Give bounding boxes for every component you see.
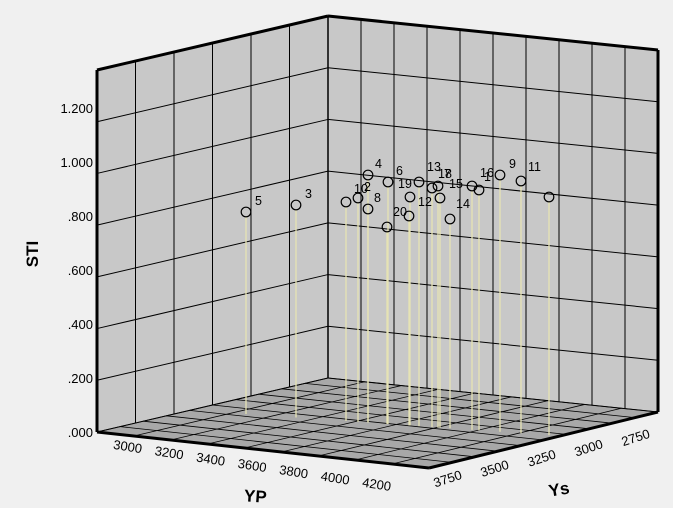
z-axis-title: STI [23,241,42,267]
x-tick-label: 3800 [278,462,309,481]
data-point-marker [473,184,485,196]
data-point-marker [432,180,444,192]
data-point-marker [444,213,456,225]
frame-edge [428,410,659,470]
data-point-label: 1 [484,170,491,184]
floor-gridline [327,377,659,413]
z-tick-label: .800 [68,209,93,224]
floor-gridline [304,383,636,418]
y-tick-label: 2750 [620,426,652,449]
data-point-label: 8 [374,191,381,205]
data-point-label: 4 [375,157,382,171]
z-tick-label: .600 [68,263,93,278]
drop-lines [245,180,550,436]
floor-gridline [258,393,590,430]
data-point-marker [381,221,393,233]
y-tick-label: 3000 [573,436,605,459]
data-point-marker [362,203,374,215]
frame-edge [96,430,430,470]
data-point-label: 9 [509,157,516,171]
data-point-label: 3 [305,187,312,201]
x-tick-label: 3600 [237,456,268,475]
data-point-marker [543,191,555,203]
y-axis-title: Ys [547,478,571,500]
data-point-label: 20 [393,205,407,219]
data-point-label: 19 [398,177,412,191]
z-tick-label: .400 [68,317,93,332]
y-tick-label: 3250 [526,447,558,470]
data-point-marker [352,192,364,204]
data-point-label: 10 [354,182,368,196]
data-point-marker [515,175,527,187]
data-point-label: 5 [255,194,262,208]
chart-grid [95,14,660,470]
y-tick-label: 3750 [432,467,464,490]
floor-gridline [212,404,544,441]
x-tick-label: 3000 [112,437,143,456]
data-point-marker [403,210,415,222]
data-point-label: 13 [427,160,441,174]
chart-walls [97,16,658,468]
z-tick-label: 1.000 [60,155,93,170]
data-point-label: 7 [444,167,451,181]
floor-gridline [166,415,498,452]
x-axis-title: YP [243,486,267,507]
floor-gridline [143,420,475,458]
floor-gridline [189,410,521,446]
x-tick-label: 4000 [320,468,351,487]
floor-gridline [281,388,613,424]
data-point-label: 12 [418,195,432,209]
floor-gridline [120,426,452,463]
data-point-label: 11 [528,160,541,174]
frame-edge [327,14,659,52]
data-point-marker [290,199,302,211]
data-point-marker [434,192,446,204]
data-point-marker [426,182,438,194]
z-tick-label: 1.200 [60,101,93,116]
data-point-marker [362,169,374,181]
y-tick-label: 3500 [479,457,511,480]
floor-gridline [235,399,567,435]
data-point-marker [494,169,506,181]
data-point-marker [340,196,352,208]
data-point-label: 18 [438,167,452,181]
x-tick-label: 3200 [154,443,185,462]
data-point-label: 6 [396,164,403,178]
z-tick-label: .000 [68,425,93,440]
x-tick-label: 3400 [195,449,226,468]
x-tick-label: 4200 [361,475,392,494]
data-point-label: 15 [449,177,463,191]
data-point-label: 2 [364,180,371,194]
data-point-label: 14 [456,197,470,211]
z-tick-label: .200 [68,371,93,386]
data-point-marker [240,206,252,218]
frame-edge [96,14,329,72]
data-point-marker [404,191,416,203]
data-point-marker [382,176,394,188]
data-point-marker [413,176,425,188]
data-point-label: 16 [480,166,494,180]
